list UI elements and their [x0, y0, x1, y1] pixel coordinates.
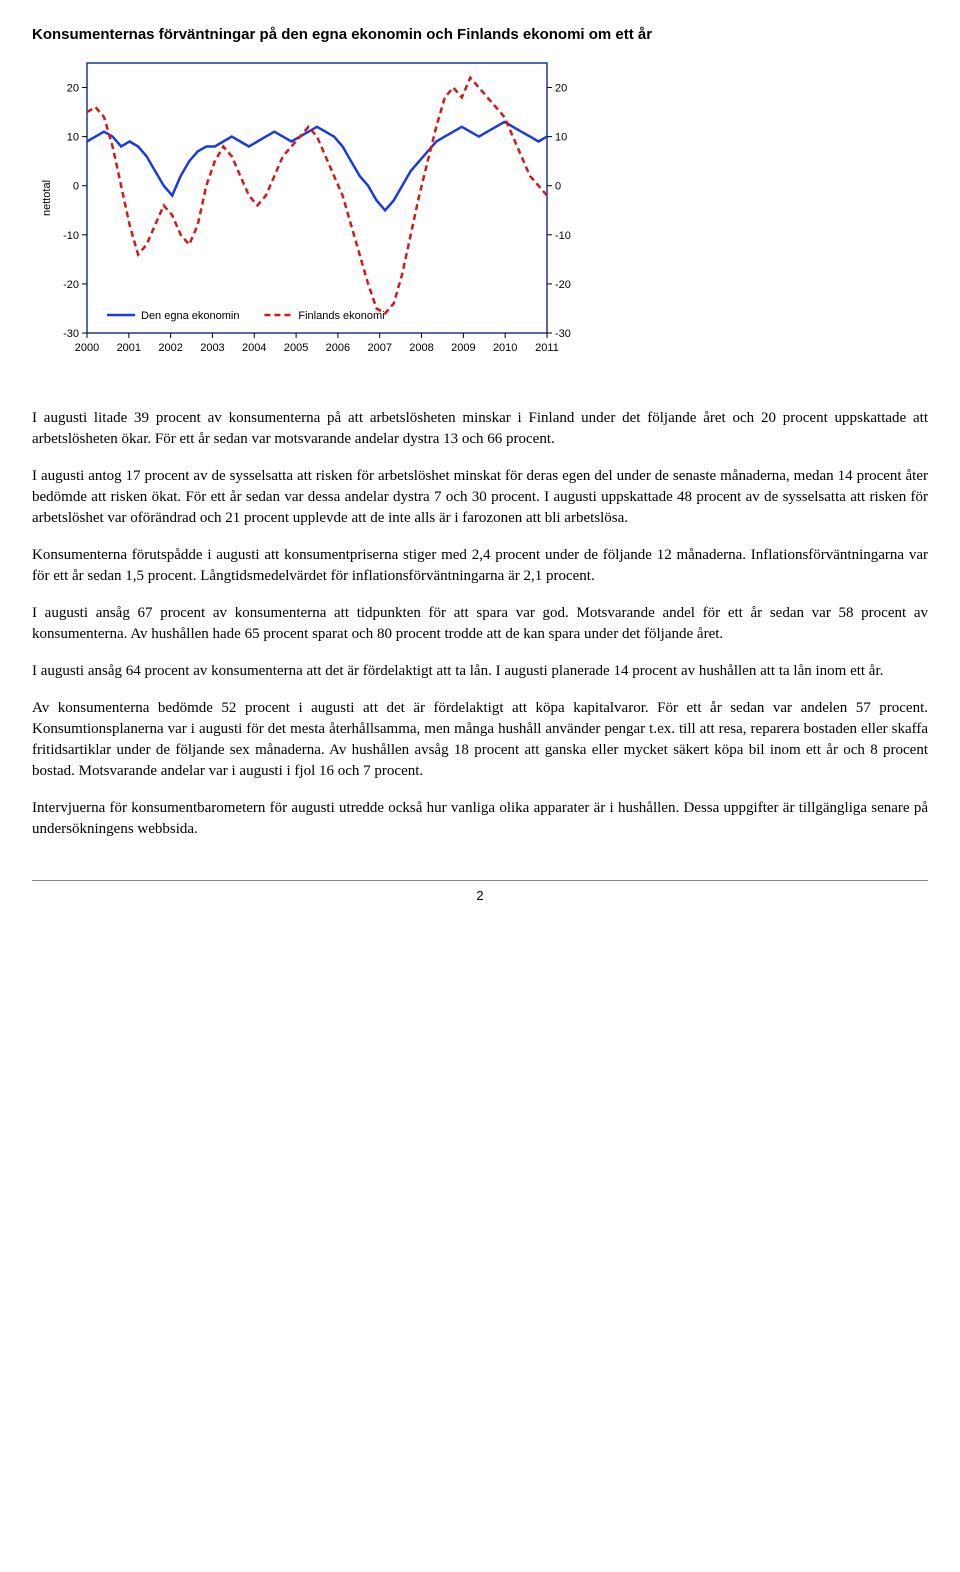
- body-paragraph: Av konsumenterna bedömde 52 procent i au…: [32, 698, 928, 782]
- svg-text:nettotal: nettotal: [41, 180, 53, 216]
- chart-container: -30 -20 -10 0 10 20 -30 -20 -10 0 10 20 2000 2001 2002…: [32, 53, 928, 390]
- svg-text:2007: 2007: [367, 342, 391, 354]
- svg-text:20: 20: [555, 83, 567, 95]
- svg-text:2011: 2011: [535, 342, 559, 354]
- svg-text:2005: 2005: [284, 342, 308, 354]
- chart-title: Konsumenternas förväntningar på den egna…: [32, 24, 928, 45]
- svg-text:2006: 2006: [326, 342, 350, 354]
- body-paragraph: I augusti ansåg 67 procent av konsumente…: [32, 603, 928, 645]
- body-paragraph: I augusti litade 39 procent av konsument…: [32, 408, 928, 450]
- svg-text:0: 0: [73, 181, 79, 193]
- svg-text:2009: 2009: [451, 342, 475, 354]
- svg-text:2010: 2010: [493, 342, 517, 354]
- svg-text:2001: 2001: [117, 342, 141, 354]
- svg-text:-10: -10: [555, 230, 571, 242]
- svg-text:-30: -30: [555, 328, 571, 340]
- line-chart: -30 -20 -10 0 10 20 -30 -20 -10 0 10 20 2000 2001 2002…: [32, 53, 592, 383]
- svg-text:2008: 2008: [409, 342, 433, 354]
- body-paragraph: Konsumenterna förutspådde i augusti att …: [32, 545, 928, 587]
- page-number: 2: [476, 888, 483, 903]
- svg-text:-30: -30: [63, 328, 79, 340]
- svg-text:-10: -10: [63, 230, 79, 242]
- body-paragraph: I augusti ansåg 64 procent av konsumente…: [32, 661, 928, 682]
- svg-text:Finlands ekonomi: Finlands ekonomi: [298, 310, 384, 322]
- svg-text:20: 20: [67, 83, 79, 95]
- body-paragraph: I augusti antog 17 procent av de syssels…: [32, 466, 928, 529]
- svg-text:-20: -20: [63, 279, 79, 291]
- svg-text:Den egna ekonomin: Den egna ekonomin: [141, 310, 239, 322]
- svg-text:0: 0: [555, 181, 561, 193]
- svg-text:10: 10: [67, 132, 79, 144]
- svg-text:2002: 2002: [158, 342, 182, 354]
- page-footer: 2: [32, 880, 928, 905]
- svg-text:-20: -20: [555, 279, 571, 291]
- svg-text:2000: 2000: [75, 342, 99, 354]
- svg-text:2003: 2003: [200, 342, 224, 354]
- svg-text:10: 10: [555, 132, 567, 144]
- body-paragraph: Intervjuerna för konsumentbarometern för…: [32, 798, 928, 840]
- svg-text:2004: 2004: [242, 342, 266, 354]
